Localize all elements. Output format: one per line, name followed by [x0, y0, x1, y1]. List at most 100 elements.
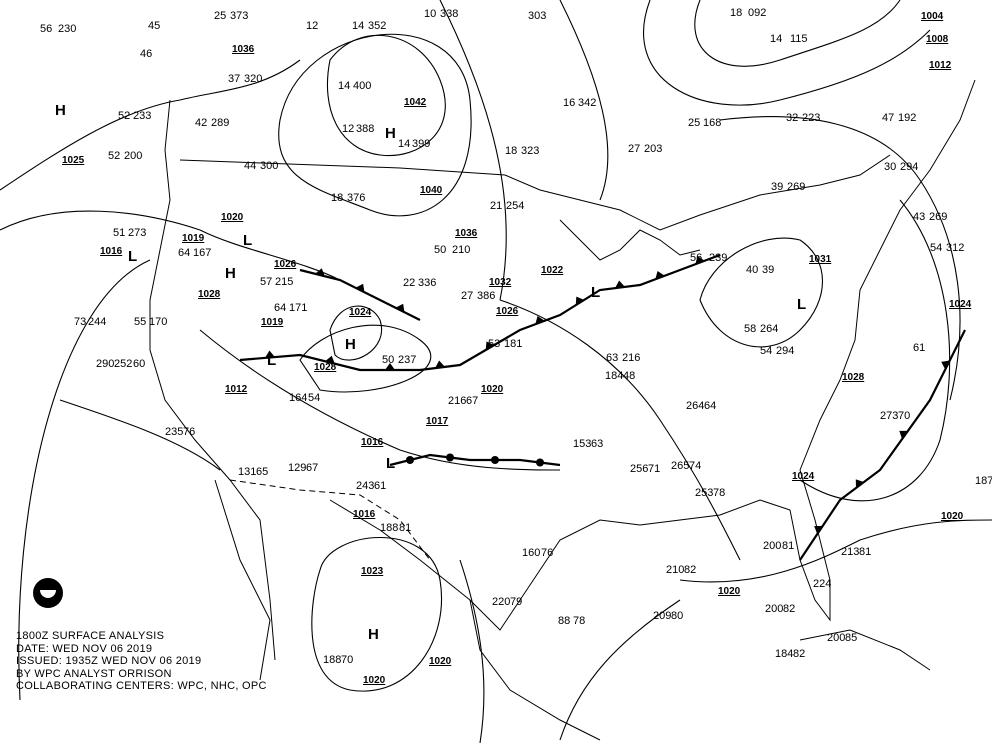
station-value: 253	[695, 487, 714, 499]
station-value: 320	[244, 73, 263, 85]
station-value: 300	[260, 160, 279, 172]
station-value: 53	[488, 338, 501, 350]
station-value: 81	[859, 546, 872, 558]
station-value: 60	[133, 358, 146, 370]
station-value: 14	[770, 33, 783, 45]
isobar-label: 1032	[489, 277, 512, 288]
isobar-label: 1020	[481, 384, 504, 395]
isobar-label: 1042	[404, 97, 427, 108]
station-value: 400	[353, 80, 372, 92]
isobar-label: 1024	[949, 299, 972, 310]
station-value: 76	[183, 426, 196, 438]
station-value: 289	[211, 117, 230, 129]
station-value: 171	[289, 302, 308, 314]
station-value: 181	[504, 338, 523, 350]
cold-front	[239, 253, 721, 372]
station-value: 43	[913, 211, 926, 223]
isobar-label: 1017	[426, 416, 449, 427]
station-value: 79	[510, 596, 523, 608]
station-value: 170	[149, 316, 168, 328]
isobar-label: 1016	[361, 437, 384, 448]
isobar-label: 1019	[182, 233, 205, 244]
station-value: 63	[591, 438, 604, 450]
station-value: 290	[96, 358, 115, 370]
station-value: 239	[709, 252, 728, 264]
station-value: 61	[374, 480, 387, 492]
station-value: 273	[880, 410, 899, 422]
station-value: 16	[563, 97, 576, 109]
isobar-label: 1024	[349, 307, 372, 318]
front-symbols	[265, 255, 950, 535]
isobar-label: 1020	[941, 511, 964, 522]
isobar-label: 1025	[62, 155, 85, 166]
isobar-label: 1031	[809, 254, 832, 265]
cuba	[799, 629, 931, 671]
station-value: 78	[573, 615, 586, 627]
station-value: 192	[898, 112, 917, 124]
cold-front-triangle	[325, 355, 335, 364]
cold-front-triangle	[355, 283, 365, 293]
station-value: 27	[461, 290, 474, 302]
station-value: 264	[760, 323, 779, 335]
station-value: 312	[946, 242, 965, 254]
station-value: 342	[578, 97, 597, 109]
warm-front-semicircle	[446, 453, 454, 462]
isobar-label: 1026	[274, 259, 297, 270]
station-value: 52	[108, 150, 121, 162]
pressure-center-label: L	[267, 352, 277, 369]
warm-front-semicircle	[536, 458, 544, 467]
station-value: 294	[900, 161, 919, 173]
cold-front-triangle	[265, 350, 275, 358]
isobar-label: 1036	[455, 228, 478, 239]
caption-centers: COLLABORATING CENTERS: WPC, NHC, OPC	[16, 680, 267, 692]
station-value: 376	[347, 192, 366, 204]
station-value: 32	[786, 112, 799, 124]
station-value: 80	[671, 610, 684, 622]
cold-front-triangle	[385, 363, 395, 370]
station-value: 46	[140, 48, 153, 60]
station-value: 203	[644, 143, 663, 155]
station-value: 71	[648, 463, 661, 475]
station-value: 25	[688, 117, 701, 129]
station-value: 237	[398, 354, 417, 366]
station-value: 18	[505, 145, 518, 157]
station-value: 252	[114, 358, 133, 370]
pressure-center-label: H	[55, 102, 66, 119]
pressure-center-label: L	[797, 296, 807, 313]
station-value: 160	[522, 547, 541, 559]
station-value: 81	[782, 540, 795, 552]
isobar-label: 1040	[420, 185, 443, 196]
isobar-label: 1028	[314, 362, 337, 373]
station-value: 58	[744, 323, 757, 335]
station-value: 188	[323, 654, 342, 666]
station-value: 88	[558, 615, 571, 627]
pressure-center-label: H	[368, 626, 379, 643]
station-value: 200	[124, 150, 143, 162]
station-value: 82	[793, 648, 806, 660]
station-value: 39	[771, 181, 784, 193]
station-value: 54	[930, 242, 943, 254]
warm-front-semicircle	[406, 456, 414, 464]
station-value: 64	[704, 400, 717, 412]
station-value: 78	[713, 487, 726, 499]
caption-date: DATE: WED NOV 06 2019	[16, 642, 153, 655]
us-mexico-border	[229, 479, 431, 561]
isobar-label: 1012	[929, 60, 952, 71]
station-value: 56	[690, 252, 703, 264]
cold-front-triangle	[899, 430, 908, 440]
station-value: 45	[148, 20, 161, 32]
station-value: 294	[776, 345, 795, 357]
station-value: 50	[382, 354, 395, 366]
pressure-center-label: H	[345, 336, 356, 353]
station-value: 52	[118, 110, 131, 122]
station-value: 273	[128, 227, 147, 239]
station-value: 200	[763, 540, 782, 552]
station-value: 115	[790, 33, 808, 45]
isobar-label: 1016	[100, 246, 123, 257]
station-value: 67	[466, 395, 479, 407]
station-value: 265	[671, 460, 690, 472]
station-value: 153	[573, 438, 592, 450]
cold-front-triangle	[535, 315, 545, 325]
station-value: 21	[490, 200, 503, 212]
offshore-cold-front	[799, 329, 966, 561]
